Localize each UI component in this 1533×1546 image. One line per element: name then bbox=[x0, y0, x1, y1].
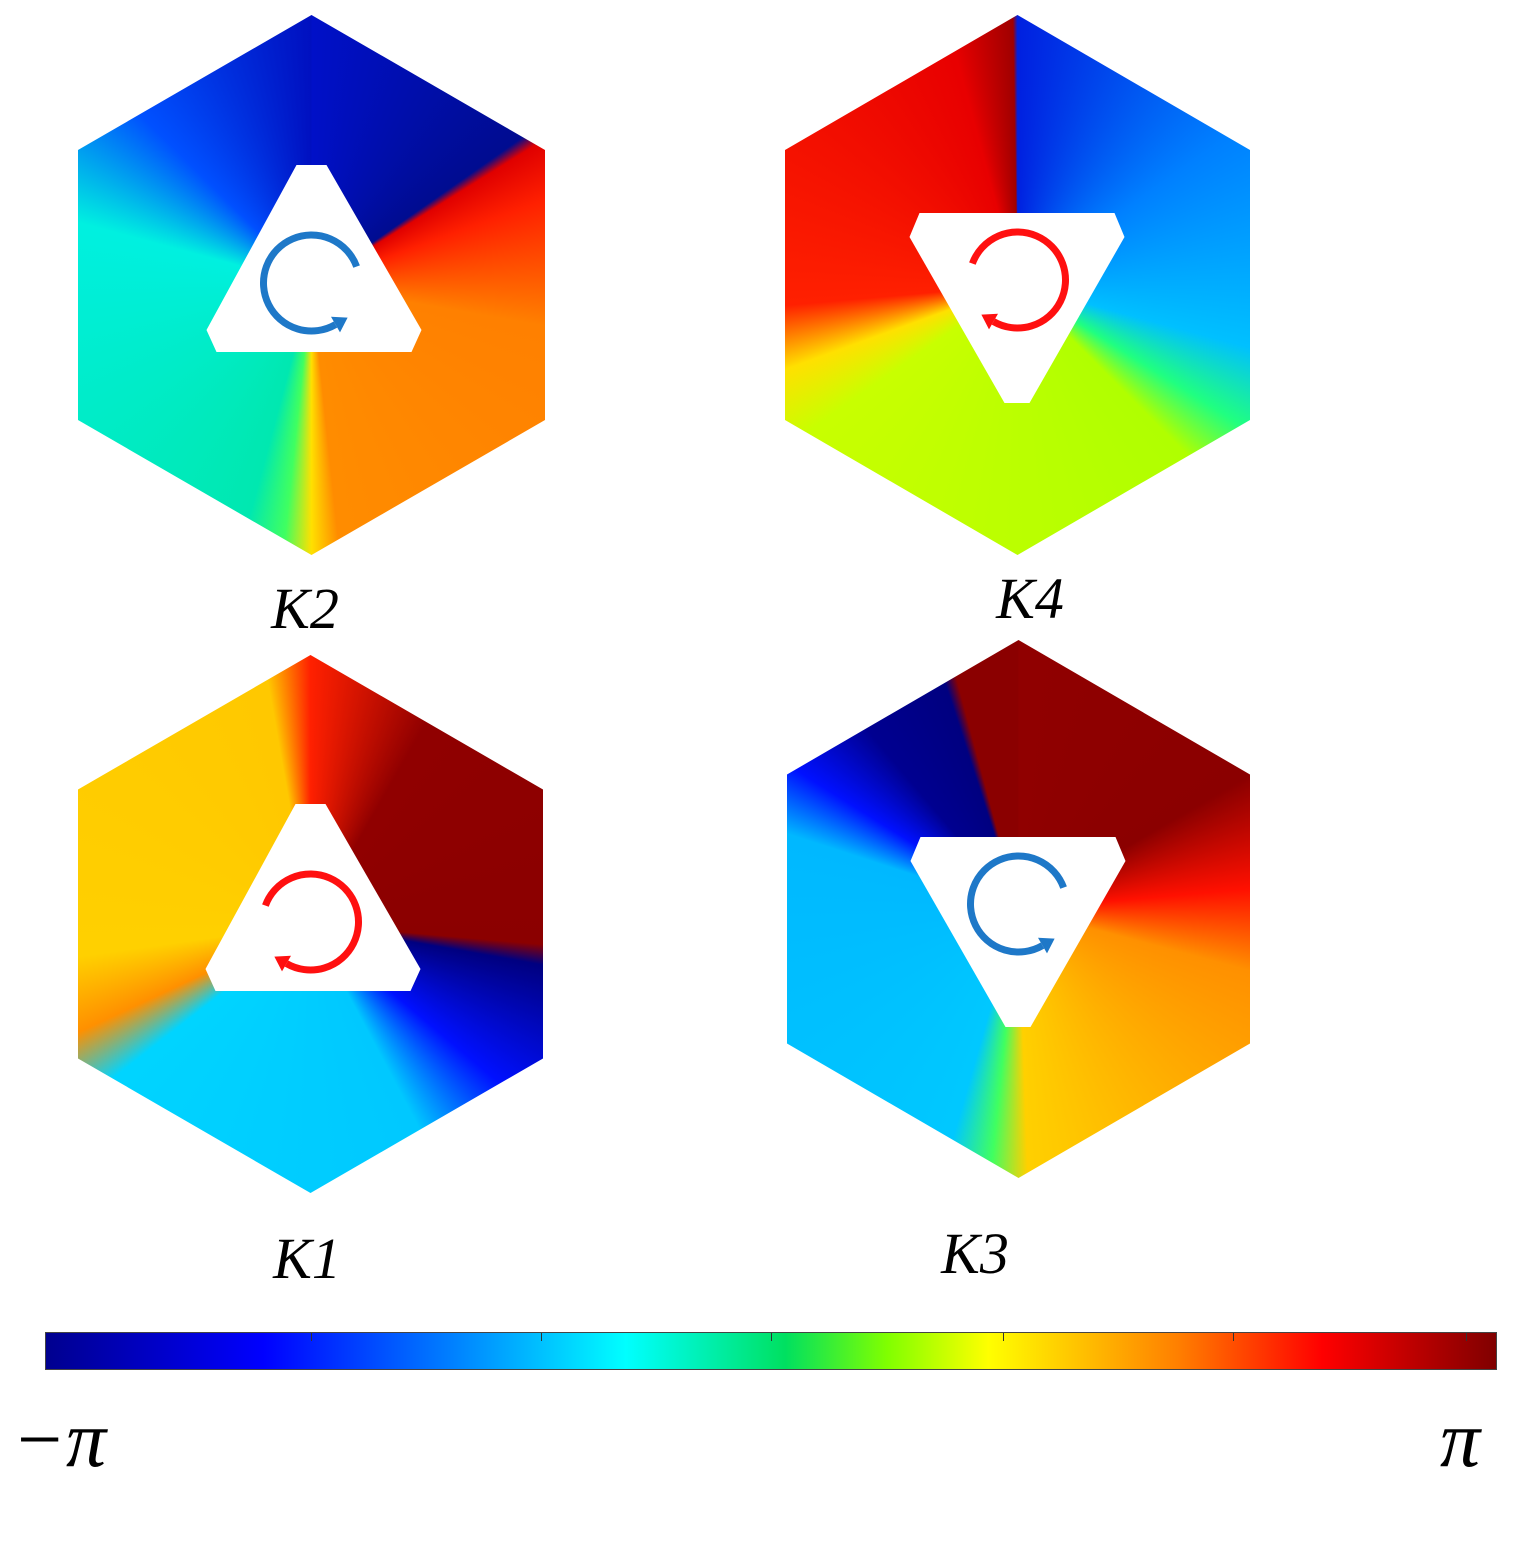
hole bbox=[206, 165, 422, 352]
colorbar-tick bbox=[1466, 1333, 1467, 1341]
colorbar-tick bbox=[1233, 1333, 1234, 1341]
colorbar-tick bbox=[1003, 1333, 1004, 1341]
rotation-arrow bbox=[969, 228, 1069, 332]
hole bbox=[205, 804, 421, 991]
arrow-head bbox=[981, 313, 998, 330]
colorbar-min-label: −π bbox=[12, 1396, 107, 1484]
rotation-arrow bbox=[967, 852, 1067, 956]
arrow-head bbox=[331, 316, 348, 333]
colorbar bbox=[45, 1332, 1497, 1370]
rotation-arrow bbox=[260, 231, 360, 335]
arrow-head bbox=[274, 955, 291, 972]
arrow-head bbox=[1038, 937, 1055, 954]
panel-label: K3 bbox=[941, 1221, 1009, 1286]
colorbar-tick bbox=[771, 1333, 772, 1341]
hole bbox=[910, 837, 1126, 1027]
colorbar-tick bbox=[541, 1333, 542, 1341]
panel-label: K2 bbox=[271, 576, 339, 641]
panel-label: K4 bbox=[996, 566, 1064, 631]
panel-label: K1 bbox=[273, 1226, 341, 1291]
rotation-arrow bbox=[262, 870, 362, 974]
colorbar-tick bbox=[311, 1333, 312, 1341]
colorbar-max-label: π bbox=[1440, 1396, 1481, 1484]
hole bbox=[909, 213, 1125, 403]
